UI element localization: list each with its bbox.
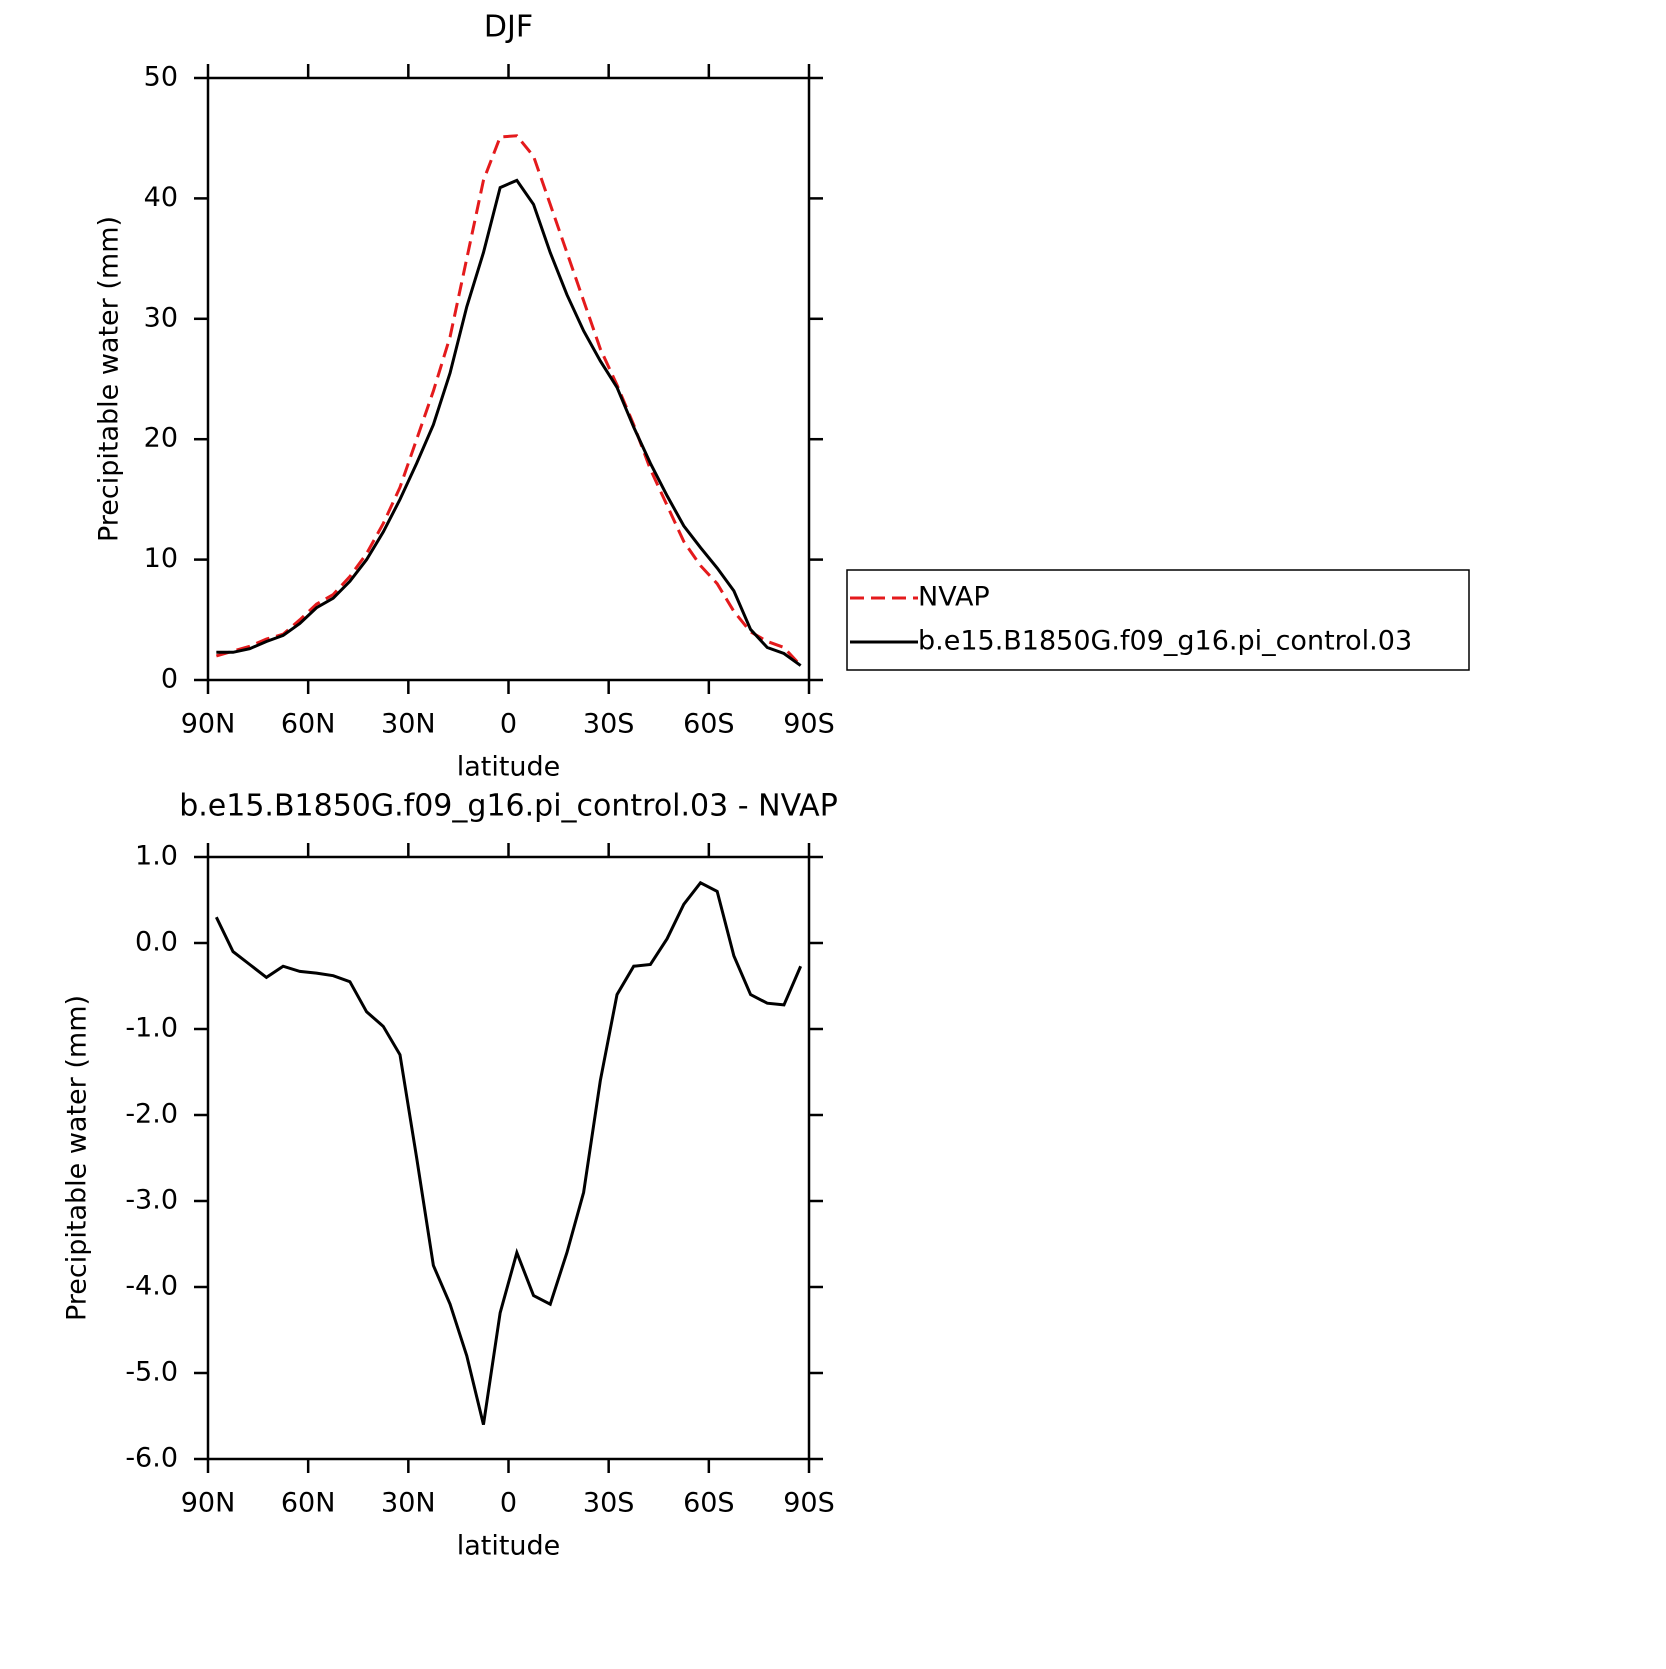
y-tick-label: 0.0: [135, 927, 178, 958]
x-tick-label: 60S: [683, 709, 735, 740]
x-tick-label: 0: [500, 1488, 517, 1519]
y-tick-label: -6.0: [125, 1443, 178, 1474]
plot-frame: [206, 855, 811, 1461]
y-tick-label: 40: [144, 182, 178, 213]
x-tick-label: 90N: [181, 709, 236, 740]
x-tick-label: 30N: [381, 1488, 436, 1519]
x-tick-label: 30S: [583, 709, 635, 740]
data-line: [215, 134, 802, 667]
y-tick-label: 10: [144, 543, 178, 574]
y-tick-label: -4.0: [125, 1271, 178, 1302]
plot-frame: [206, 76, 811, 682]
x-tick-label: 60N: [281, 1488, 336, 1519]
y-axis-label: Precipitable water (mm): [94, 216, 125, 542]
y-tick-label: -1.0: [125, 1013, 178, 1044]
y-tick-label: 30: [144, 302, 178, 333]
x-tick-label: 90S: [783, 1488, 835, 1519]
y-tick-label: -2.0: [125, 1099, 178, 1130]
y-tick-label: -3.0: [125, 1185, 178, 1216]
legend-label: b.e15.B1850G.f09_g16.pi_control.03: [918, 626, 1412, 657]
y-tick-label: 20: [144, 423, 178, 454]
x-tick-label: 0: [500, 709, 517, 740]
x-tick-label: 90N: [181, 1488, 236, 1519]
legend-label: NVAP: [918, 582, 990, 613]
legend-box: [846, 569, 1470, 671]
data-line: [214, 880, 803, 1425]
y-tick-label: 50: [144, 62, 178, 93]
y-axis-label: Precipitable water (mm): [62, 995, 93, 1321]
y-tick-label: -5.0: [125, 1357, 178, 1388]
y-tick-label: 0: [161, 664, 178, 695]
x-tick-label: 30N: [381, 709, 436, 740]
x-axis-label: latitude: [457, 1531, 561, 1562]
chart-title: b.e15.B1850G.f09_g16.pi_control.03 - NVA…: [179, 789, 838, 824]
x-tick-label: 60S: [683, 1488, 735, 1519]
chart-title: DJF: [484, 10, 533, 45]
x-axis-label: latitude: [457, 752, 561, 783]
x-tick-label: 30S: [583, 1488, 635, 1519]
y-tick-label: 1.0: [135, 841, 178, 872]
x-tick-label: 60N: [281, 709, 336, 740]
x-tick-label: 90S: [783, 709, 835, 740]
data-line: [216, 178, 802, 667]
